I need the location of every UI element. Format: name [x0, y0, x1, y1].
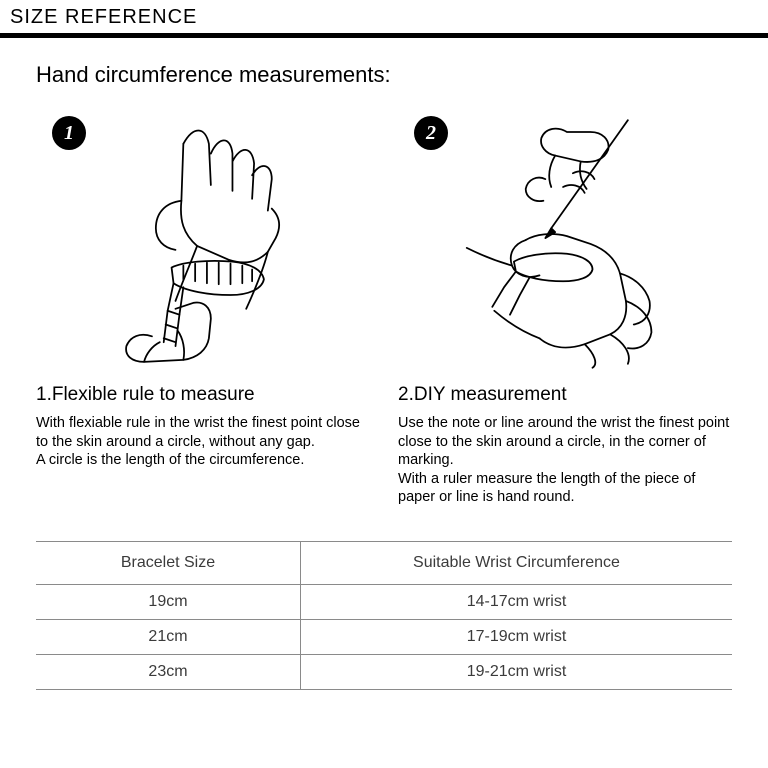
col-header-wrist: Suitable Wrist Circumference — [300, 541, 732, 584]
step-2: 2 — [398, 112, 732, 507]
step-badge-1: 1 — [52, 116, 86, 150]
cell-bracelet: 23cm — [36, 654, 300, 689]
table-row: 21cm 17-19cm wrist — [36, 619, 732, 654]
page-header: SIZE REFERENCE — [0, 0, 768, 38]
cell-bracelet: 21cm — [36, 619, 300, 654]
step-1: 1 — [36, 112, 370, 507]
cell-wrist: 17-19cm wrist — [300, 619, 732, 654]
step-2-illustration-wrap: 2 — [398, 112, 732, 372]
cell-bracelet: 19cm — [36, 584, 300, 619]
size-table-wrap: Bracelet Size Suitable Wrist Circumferen… — [36, 541, 732, 690]
section-title: Hand circumference measurements: — [0, 62, 768, 88]
table-row: 19cm 14-17cm wrist — [36, 584, 732, 619]
step-1-heading: 1.Flexible rule to measure — [36, 384, 370, 406]
hand-ruler-illustration-icon — [36, 112, 370, 372]
cell-wrist: 19-21cm wrist — [300, 654, 732, 689]
step-1-body: With flexiable rule in the wrist the fin… — [36, 414, 370, 470]
size-table: Bracelet Size Suitable Wrist Circumferen… — [36, 541, 732, 690]
table-row: 23cm 19-21cm wrist — [36, 654, 732, 689]
table-header-row: Bracelet Size Suitable Wrist Circumferen… — [36, 541, 732, 584]
step-1-illustration-wrap: 1 — [36, 112, 370, 372]
col-header-bracelet: Bracelet Size — [36, 541, 300, 584]
step-2-body: Use the note or line around the wrist th… — [398, 414, 732, 507]
step-2-heading: 2.DIY measurement — [398, 384, 732, 406]
hand-pen-illustration-icon — [398, 112, 732, 372]
step-badge-2: 2 — [414, 116, 448, 150]
steps-row: 1 — [0, 112, 768, 507]
cell-wrist: 14-17cm wrist — [300, 584, 732, 619]
header-title: SIZE REFERENCE — [10, 6, 197, 28]
